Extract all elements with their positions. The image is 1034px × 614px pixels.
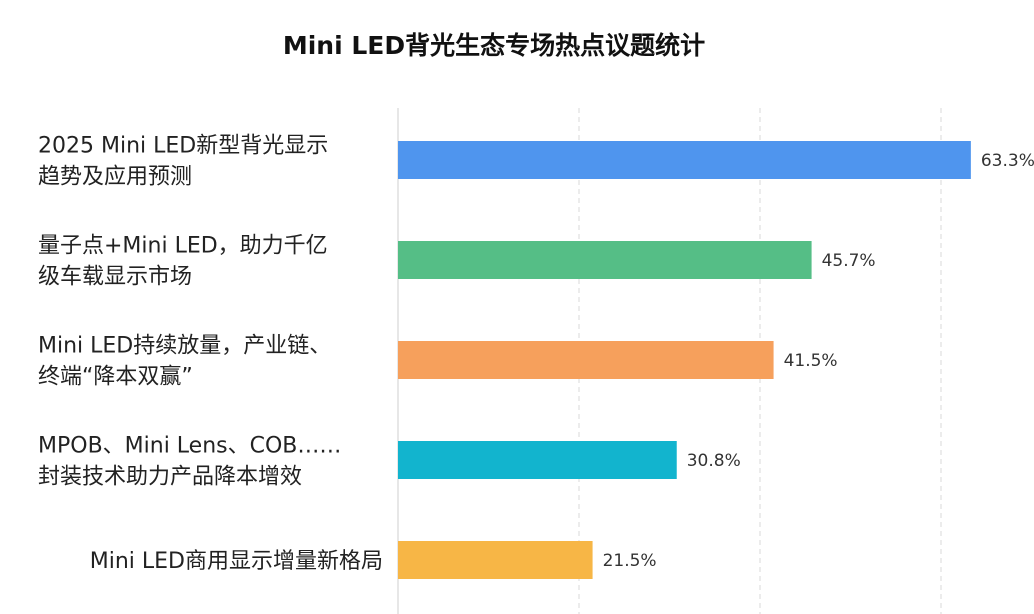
category-label-1: 趋势及应用预测 — [38, 165, 192, 190]
category-label-4: 封装技术助力产品降本增效 — [38, 465, 302, 490]
value-label-1: 63.3% — [981, 151, 1034, 171]
value-label-2: 45.7% — [822, 251, 876, 271]
bar-5 — [398, 541, 593, 579]
category-label-3: 终端“降本双赢” — [38, 365, 193, 390]
bar-4 — [398, 441, 677, 479]
category-label-3: Mini LED持续放量，产业链、 — [38, 334, 331, 359]
bar-3 — [398, 341, 774, 379]
value-label-3: 41.5% — [784, 351, 838, 371]
category-label-2: 量子点+Mini LED，助力千亿 — [38, 234, 328, 259]
bar-2 — [398, 241, 812, 279]
value-label-5: 21.5% — [603, 551, 657, 571]
value-label-4: 30.8% — [687, 451, 741, 471]
category-label-2: 级车载显示市场 — [38, 265, 192, 290]
category-label-1: 2025 Mini LED新型背光显示 — [38, 134, 328, 159]
bar-1 — [398, 141, 971, 179]
category-label-4: MPOB、Mini Lens、COB…… — [38, 434, 341, 459]
chart-title: Mini LED背光生态专场热点议题统计 — [282, 31, 706, 60]
category-label-5: Mini LED商用显示增量新格局 — [90, 549, 383, 574]
